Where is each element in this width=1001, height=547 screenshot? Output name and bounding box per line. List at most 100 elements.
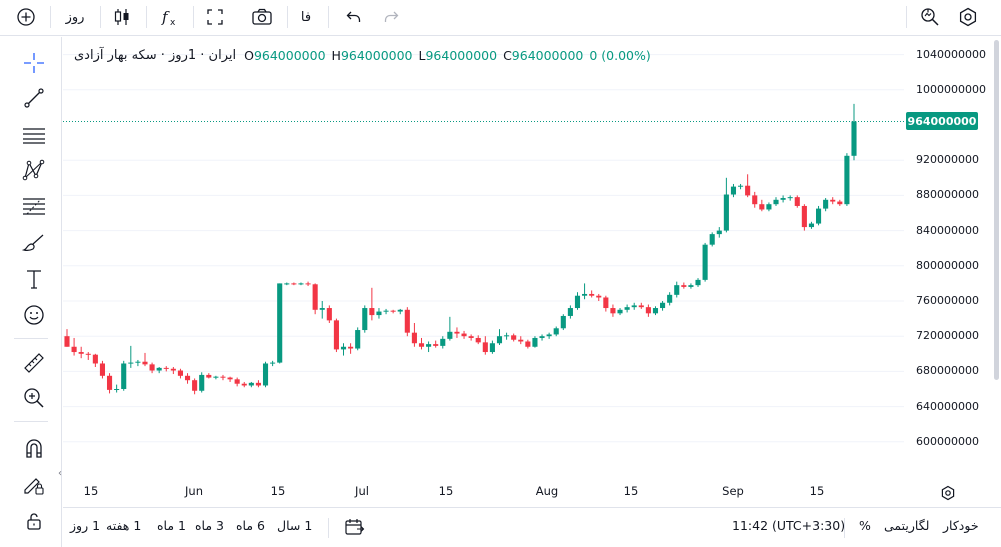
price-tick-label: 640000000 (916, 399, 979, 413)
candle-down (596, 295, 602, 298)
text-tool[interactable] (17, 264, 51, 294)
toolbar-divider (287, 6, 288, 28)
candle-down (638, 305, 644, 308)
range-1w[interactable]: 1 هفته (106, 518, 142, 533)
range-1d[interactable]: 1 روز (70, 518, 101, 533)
measure-tool[interactable] (17, 348, 51, 378)
candle-up (539, 336, 545, 338)
candle-down (170, 368, 176, 371)
range-3m[interactable]: 3 ماه (195, 518, 224, 533)
drawing-toolbar (0, 37, 62, 547)
trend-line-tool[interactable] (17, 83, 51, 113)
toolbar-divider (193, 6, 194, 28)
candle-down (234, 379, 240, 384)
candle-down (681, 285, 687, 287)
candle-down (291, 283, 297, 285)
candle-up (248, 382, 254, 386)
candle-up (844, 155, 850, 205)
log-toggle[interactable]: لگاریتمی (884, 518, 930, 533)
candle-down (71, 346, 77, 353)
axis-settings-button[interactable] (938, 483, 958, 503)
price-scale[interactable]: 1040000000 1000000000 920000000 880000000 84… (904, 37, 986, 477)
candle-up (213, 376, 219, 378)
candle-up (709, 234, 715, 245)
candle-up (815, 208, 822, 224)
candle-down (227, 377, 233, 380)
chart-type-button[interactable] (108, 3, 136, 31)
interval-button[interactable]: روز (65, 9, 85, 25)
add-symbol-button[interactable] (12, 3, 40, 31)
candle-up (277, 283, 283, 363)
price-tick-label: 1040000000 (916, 47, 986, 61)
fullscreen-button[interactable] (201, 3, 229, 31)
candle-down (85, 353, 91, 355)
candle-up (582, 293, 588, 296)
horizontal-lines-tool[interactable] (17, 120, 51, 150)
candle-down (418, 343, 425, 347)
candle-down (404, 309, 410, 333)
toolbar-divider (14, 338, 48, 339)
lock-tool[interactable] (17, 506, 51, 536)
candle-up (156, 367, 162, 371)
candle-down (511, 335, 517, 340)
candle-up (660, 302, 666, 309)
redo-button[interactable] (378, 3, 404, 31)
price-tick-label: 880000000 (916, 188, 979, 202)
range-1m[interactable]: 1 ماه (157, 518, 186, 533)
emoji-tool[interactable] (17, 300, 51, 330)
time-axis[interactable]: 15 Jun 15 Jul 15 Aug 15 Sep 15 (63, 477, 904, 507)
calendar-range-icon (345, 519, 365, 535)
price-tick-label: 720000000 (916, 329, 979, 343)
candle-up (114, 389, 120, 390)
collapse-toolbar-button[interactable]: ‹ (55, 465, 65, 481)
price-tick-label: 600000000 (916, 434, 979, 448)
candle-down (369, 308, 375, 316)
candle-up (121, 363, 127, 389)
candle-down (589, 293, 595, 296)
candle-down (454, 331, 460, 334)
candle-down (220, 376, 226, 378)
candle-down (837, 201, 843, 205)
undo-button[interactable] (341, 3, 367, 31)
candle-down (645, 307, 651, 314)
time-tick-label: Jul (355, 484, 369, 498)
crosshair-icon (24, 53, 44, 73)
candle-up (738, 185, 744, 187)
text-icon (27, 270, 41, 289)
candle-up (376, 311, 382, 316)
lock-drawings-pencil-tool[interactable] (17, 470, 51, 500)
time-tick-label: 15 (83, 484, 99, 498)
timezone-clock[interactable]: 11:42 (UTC+3:30) (732, 518, 846, 533)
range-6m[interactable]: 6 ماه (236, 518, 265, 533)
candle-up (447, 331, 453, 339)
auto-toggle[interactable]: خودکار (943, 518, 979, 533)
range-1y[interactable]: 1 سال (277, 518, 313, 533)
screenshot-button[interactable] (247, 3, 277, 31)
zoom-in-tool[interactable] (17, 383, 51, 413)
candle-down (518, 339, 524, 342)
crosshair-tool[interactable] (17, 48, 51, 78)
candle-up (135, 361, 141, 363)
candle-down (206, 374, 212, 378)
magnet-tool[interactable] (17, 433, 51, 463)
toolbar-divider (50, 6, 51, 28)
toolbar-divider (14, 421, 48, 422)
settings-button[interactable] (954, 3, 982, 31)
pattern-tool[interactable] (17, 155, 51, 185)
candle-up (674, 285, 680, 295)
price-chart[interactable] (63, 37, 904, 477)
date-range-button[interactable] (343, 517, 365, 541)
fib-tool[interactable] (17, 192, 51, 222)
brush-tool[interactable] (17, 228, 51, 258)
toolbar-divider (100, 6, 101, 28)
candle-down (99, 363, 106, 376)
percent-toggle[interactable]: % (859, 518, 871, 533)
candle-up (560, 315, 566, 329)
vertical-scrollbar[interactable] (994, 40, 999, 380)
candle-up (773, 199, 779, 205)
high-value: 964000000 (340, 47, 413, 63)
language-button[interactable]: فا (300, 9, 312, 25)
quick-search-button[interactable] (916, 3, 944, 31)
